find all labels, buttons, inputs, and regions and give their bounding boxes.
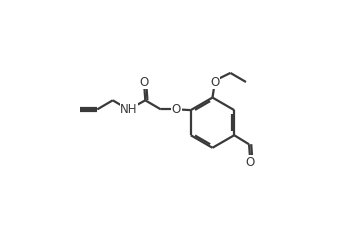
Text: O: O xyxy=(140,76,149,89)
Text: NH: NH xyxy=(120,103,138,116)
Text: O: O xyxy=(246,156,255,169)
Text: O: O xyxy=(172,103,181,116)
Text: O: O xyxy=(210,76,219,88)
